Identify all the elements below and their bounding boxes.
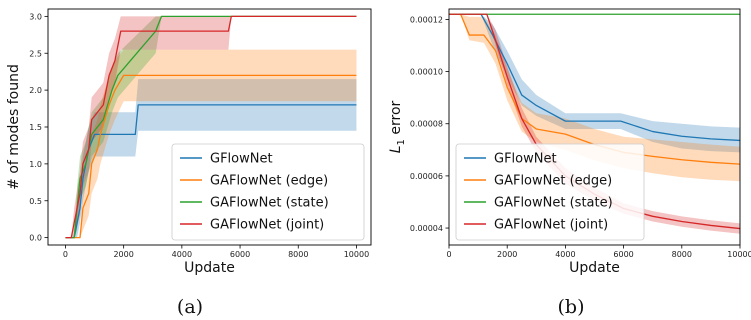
x-tick-label: 0 — [63, 250, 68, 259]
legend: GFlowNet GAFlowNet (edge) GAFlowNet (state… — [455, 143, 645, 241]
y-tick-label: 0.00004 — [410, 224, 443, 233]
series-line-gflownet — [449, 13, 740, 142]
y-axis-label-sub: 1 — [396, 139, 407, 145]
legend-label-gaflownet-edge: GAFlowNet (edge) — [210, 174, 328, 189]
x-tick-label: 4000 — [172, 250, 192, 259]
y-tick-label: 1.5 — [29, 123, 42, 132]
panel-caption: (a) — [177, 296, 203, 318]
x-tick-label: 10000 — [727, 250, 751, 259]
x-tick-label: 8000 — [288, 250, 308, 259]
x-tick-label: 4000 — [555, 250, 575, 259]
legend-label-gaflownet-state: GAFlowNet (state) — [210, 196, 329, 211]
x-tick-label: 8000 — [672, 250, 692, 259]
chart-panel-a: 0 2000 4000 6000 8000 10000 0.0 0.5 1.0 1.5 2.0 2.5… — [6, 8, 372, 318]
legend-label-gaflownet-joint: GAFlowNet (joint) — [210, 218, 324, 233]
band-gaflownet-edge — [65, 49, 357, 238]
x-tick-label: 2000 — [113, 250, 133, 259]
y-tick-label: 0.00012 — [410, 15, 443, 24]
legend-box — [171, 143, 365, 241]
band-gflownet — [65, 79, 357, 238]
x-axis-label: Update — [184, 260, 235, 276]
x-tick-label: 6000 — [613, 250, 633, 259]
series-line-gaflownet-edge — [449, 13, 740, 165]
chart-panel-b: 0 2000 4000 6000 8000 10000 0.00004 0.00006 0.00… — [388, 8, 751, 318]
x-tick-label: 10000 — [344, 250, 369, 259]
y-tick-label: 0.5 — [29, 197, 42, 206]
series-line-gaflownet-edge — [65, 74, 357, 239]
y-tick-label: 3.0 — [29, 12, 42, 21]
legend-label-gflownet: GFlowNet — [494, 152, 557, 167]
y-tick-label: 2.0 — [29, 86, 42, 95]
legend: GFlowNet GAFlowNet (edge) GAFlowNet (state… — [171, 143, 365, 241]
y-axis-label: L1 error — [388, 100, 407, 153]
axes-frame — [448, 8, 741, 246]
x-tick-label: 0 — [446, 250, 451, 259]
plot-area — [65, 15, 357, 239]
y-tick-label: 0.00010 — [410, 68, 443, 77]
legend-label-gaflownet-state: GAFlowNet (state) — [494, 196, 613, 211]
legend-label-gflownet: GFlowNet — [210, 152, 273, 167]
legend-box — [455, 143, 645, 241]
y-axis-label: # of modes found — [6, 64, 22, 190]
y-axis-label-rest: error — [388, 100, 404, 139]
legend-label-gaflownet-joint: GAFlowNet (joint) — [494, 218, 608, 233]
y-tick-label: 1.0 — [29, 160, 42, 169]
y-tick-label: 0.00008 — [410, 120, 443, 129]
y-axis-label-main: L — [388, 145, 404, 153]
band-gaflownet-state — [65, 16, 357, 238]
x-tick-label: 2000 — [497, 250, 517, 259]
y-tick-label: 0.0 — [29, 234, 42, 243]
legend-label-gaflownet-edge: GAFlowNet (edge) — [494, 174, 612, 189]
panel-caption: (b) — [558, 296, 585, 318]
series-line-gaflownet-joint — [65, 15, 357, 239]
y-tick-label: 2.5 — [29, 49, 42, 58]
x-axis-label: Update — [569, 260, 620, 276]
y-tick-label: 0.00006 — [410, 172, 443, 181]
x-tick-label: 6000 — [230, 250, 250, 259]
